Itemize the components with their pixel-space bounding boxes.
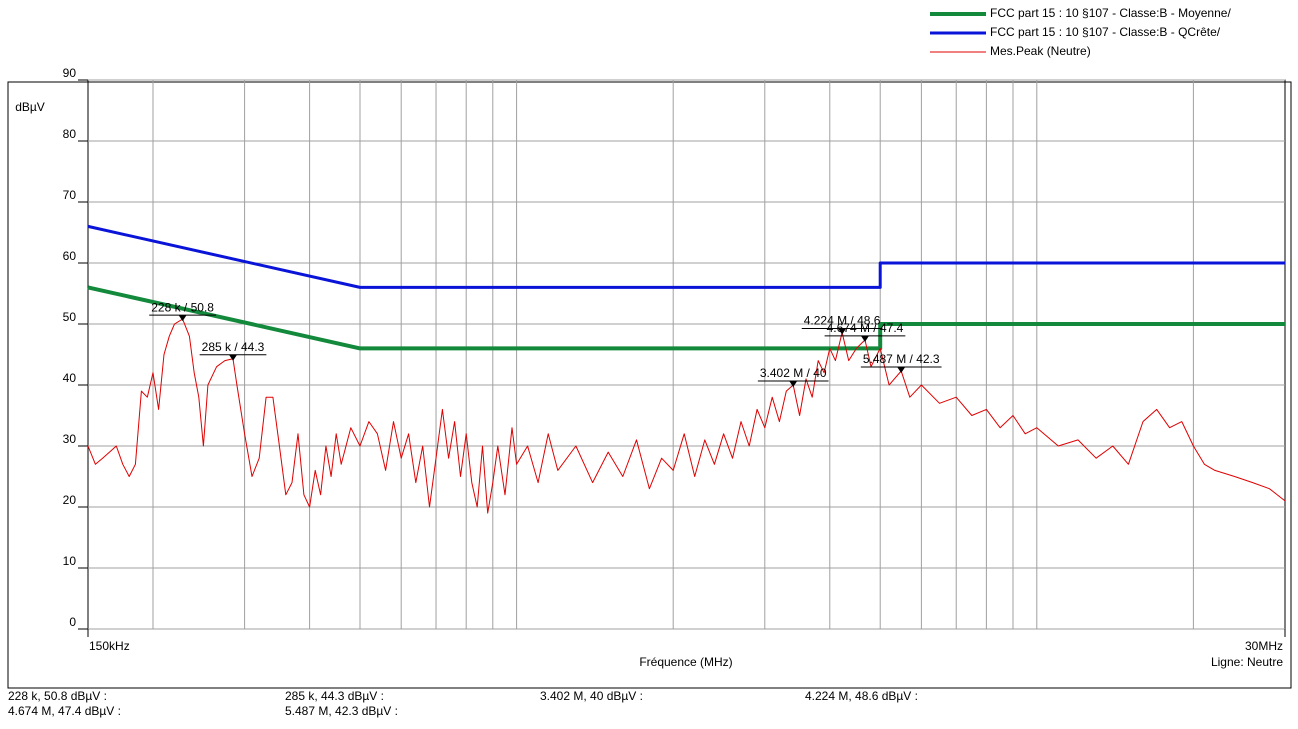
y-tick-label: 40 [63, 371, 77, 385]
marker-label: 4.224 M / 48.6 [804, 314, 881, 328]
marker-label: 285 k / 44.3 [202, 340, 265, 354]
y-tick-label: 50 [63, 310, 77, 324]
marker [229, 354, 238, 361]
plot-area [87, 79, 1286, 630]
series-line [87, 285, 1285, 351]
marker-readout: 4.674 M, 47.4 dBµV : [8, 704, 121, 718]
line-note: Ligne: Neutre [1211, 655, 1283, 669]
marker-readout: 3.402 M, 40 dBµV : [540, 689, 643, 703]
y-tick-label: 30 [63, 432, 77, 446]
legend-label: FCC part 15 : 10 §107 - Classe:B - QCrêt… [990, 25, 1221, 39]
y-tick-label: 70 [63, 188, 77, 202]
y-tick-label: 60 [63, 249, 77, 263]
legend-label: Mes.Peak (Neutre) [990, 44, 1091, 58]
marker-readout: 228 k, 50.8 dBµV : [8, 689, 107, 703]
frame [7, 81, 1292, 689]
marker-label: 4.674 M / 47.4 [827, 321, 904, 335]
marker [860, 335, 869, 342]
series-line [87, 318, 1286, 514]
x-tick-label: 30MHz [1245, 639, 1283, 653]
x-axis-label: Fréquence (MHz) [639, 655, 732, 669]
marker-readout: 4.224 M, 48.6 dBµV : [805, 689, 918, 703]
y-tick-label: 80 [63, 127, 77, 141]
marker-readout: 5.487 M, 42.3 dBµV : [285, 704, 398, 718]
y-tick-label: 0 [69, 615, 76, 629]
marker [789, 381, 798, 387]
marker [178, 315, 187, 322]
y-tick-label: 90 [63, 66, 77, 80]
marker-readout: 285 k, 44.3 dBµV : [285, 689, 384, 703]
y-tick-label: 10 [63, 554, 77, 568]
marker [897, 366, 906, 373]
marker-label: 5.487 M / 42.3 [863, 352, 940, 366]
marker-label: 228 k / 50.8 [151, 300, 214, 314]
y-axis-label: dBµV [15, 100, 45, 114]
y-tick-label: 20 [63, 493, 77, 507]
marker [838, 328, 847, 335]
marker-label: 3.402 M / 40 [760, 366, 827, 380]
x-tick-label: 150kHz [89, 639, 130, 653]
series-line [87, 224, 1285, 289]
legend-label: FCC part 15 : 10 §107 - Classe:B - Moyen… [990, 6, 1231, 20]
